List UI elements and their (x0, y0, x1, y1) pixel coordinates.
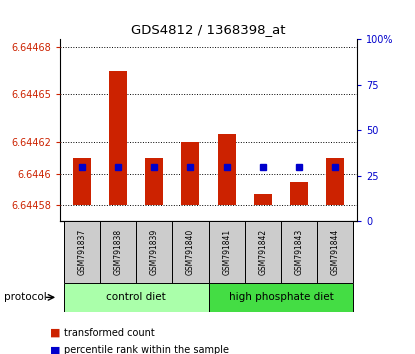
Bar (245, 221, 281, 283)
Bar (254, 194, 272, 205)
Text: GSM791837: GSM791837 (77, 229, 86, 275)
Bar (317, 221, 353, 283)
Text: high phosphate diet: high phosphate diet (229, 292, 333, 302)
Bar (209, 221, 245, 283)
Bar (181, 142, 200, 205)
Bar (209, 283, 353, 312)
Text: ■: ■ (50, 328, 60, 338)
Bar (281, 221, 317, 283)
Bar (64, 283, 209, 312)
Bar (217, 134, 236, 205)
Bar (109, 71, 127, 205)
Title: GDS4812 / 1368398_at: GDS4812 / 1368398_at (131, 23, 286, 36)
Bar (136, 221, 172, 283)
Bar (290, 182, 308, 205)
Bar (326, 158, 344, 205)
Text: GSM791841: GSM791841 (222, 229, 231, 275)
Text: percentile rank within the sample: percentile rank within the sample (64, 346, 229, 354)
Bar (145, 158, 164, 205)
Text: GSM791839: GSM791839 (150, 229, 159, 275)
Text: control diet: control diet (106, 292, 166, 302)
Bar (100, 221, 136, 283)
Text: transformed count: transformed count (64, 328, 155, 338)
Bar (172, 221, 209, 283)
Text: GSM791844: GSM791844 (331, 229, 340, 275)
Bar (64, 221, 100, 283)
Text: ■: ■ (50, 346, 60, 354)
Text: GSM791840: GSM791840 (186, 229, 195, 275)
Text: GSM791838: GSM791838 (114, 229, 122, 275)
Text: protocol: protocol (4, 292, 47, 302)
Text: GSM791843: GSM791843 (295, 229, 303, 275)
Bar (73, 158, 91, 205)
Text: GSM791842: GSM791842 (258, 229, 267, 275)
